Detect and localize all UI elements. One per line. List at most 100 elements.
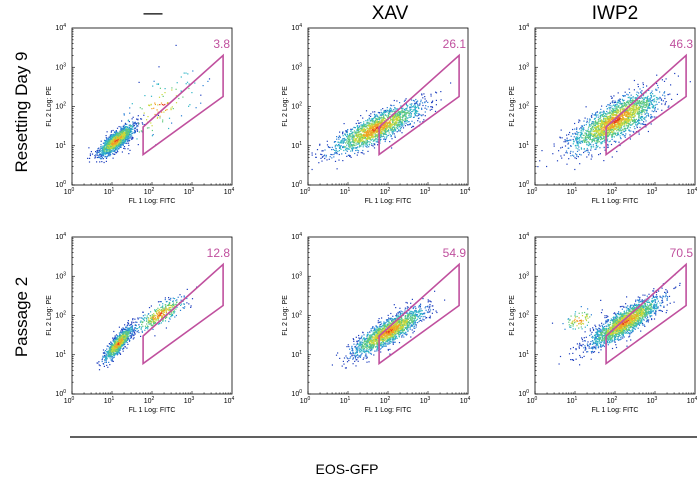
cell-scatter: [537, 72, 691, 171]
x-tick-label: 101: [104, 396, 115, 405]
x-tick-label: 100: [64, 187, 75, 196]
scatter-panel: 100 101 102 103 104 100 101 102 103 104 FL 1 Log: …: [282, 23, 471, 205]
x-tick-label: 103: [647, 396, 658, 405]
y-tick-label: 102: [55, 102, 66, 111]
y-tick-label: 101: [518, 350, 529, 359]
y-axis-label: FL 2 Log: PE: [509, 86, 516, 127]
column-label-control: —: [144, 3, 163, 24]
row-label-passage-2: Passage 2: [12, 277, 31, 357]
y-tick-label: 101: [291, 141, 302, 150]
x-tick-label: 104: [224, 396, 235, 405]
y-tick-label: 104: [291, 23, 302, 32]
x-tick-label: 102: [380, 396, 391, 405]
x-tick-label: 101: [340, 396, 351, 405]
y-axis-label: FL 2 Log: PE: [46, 86, 53, 127]
x-tick-label: 101: [340, 187, 351, 196]
gate-polygon: [605, 262, 687, 366]
x-tick-label: 101: [104, 187, 115, 196]
x-tick-label: 104: [460, 187, 471, 196]
scatter-panel: 100 101 102 103 104 100 101 102 103 104 FL 1 Log: …: [509, 23, 697, 205]
gate-polygon: [142, 262, 224, 366]
y-tick-label: 102: [518, 311, 529, 320]
x-tick-label: 103: [184, 187, 195, 196]
y-tick-label: 103: [55, 271, 66, 280]
y-tick-label: 102: [518, 102, 529, 111]
x-tick-label: 100: [300, 187, 311, 196]
scatter-panel: 100 101 102 103 104 100 101 102 103 104 FL 1 Log: …: [46, 23, 235, 205]
y-tick-label: 100: [518, 180, 529, 189]
y-axis-label: FL 2 Log: PE: [282, 295, 289, 336]
y-tick-label: 103: [55, 62, 66, 71]
y-tick-label: 102: [55, 311, 66, 320]
x-tick-label: 104: [224, 187, 235, 196]
x-tick-label: 100: [527, 396, 538, 405]
x-axis-label: FL 1 Log: FITC: [129, 407, 176, 414]
x-tick-label: 103: [420, 187, 431, 196]
gate-percent: 46.3: [670, 37, 694, 51]
x-axis-label: FL 1 Log: FITC: [365, 407, 412, 414]
x-tick-label: 103: [647, 187, 658, 196]
gate-percent: 3.8: [213, 37, 230, 51]
x-axis-label: FL 1 Log: FITC: [129, 198, 176, 205]
y-tick-label: 104: [55, 23, 66, 32]
y-tick-label: 103: [518, 62, 529, 71]
y-tick-label: 102: [291, 311, 302, 320]
cell-scatter: [96, 286, 198, 371]
x-tick-label: 104: [687, 187, 697, 196]
y-axis-label: FL 2 Log: PE: [509, 295, 516, 336]
x-tick-label: 103: [420, 396, 431, 405]
y-tick-label: 102: [291, 102, 302, 111]
y-axis-label: FL 2 Log: PE: [46, 295, 53, 336]
gate-percent: 70.5: [670, 246, 694, 260]
x-axis-label: FL 1 Log: FITC: [365, 198, 412, 205]
y-tick-label: 100: [291, 389, 302, 398]
shared-xlabel: EOS-GFP: [315, 461, 378, 477]
x-tick-label: 102: [607, 396, 618, 405]
y-tick-label: 100: [518, 389, 529, 398]
x-tick-label: 102: [144, 396, 155, 405]
y-tick-label: 100: [55, 389, 66, 398]
figure-labels: — XAV IWP2 Resetting Day 9 Passage 2 EOS…: [12, 3, 697, 477]
x-tick-label: 100: [527, 187, 538, 196]
x-axis-label: FL 1 Log: FITC: [592, 198, 639, 205]
x-tick-label: 104: [687, 396, 697, 405]
gate-polygon: [142, 53, 224, 157]
y-tick-label: 104: [518, 232, 529, 241]
y-tick-label: 103: [518, 271, 529, 280]
panels-layer: 100 101 102 103 104 100 101 102 103 104 FL 1 Log: …: [46, 23, 697, 414]
y-tick-label: 104: [291, 232, 302, 241]
y-tick-label: 100: [55, 180, 66, 189]
column-label-xav: XAV: [372, 3, 409, 24]
y-tick-label: 104: [55, 232, 66, 241]
cell-scatter: [311, 82, 452, 171]
scatter-panel: 100 101 102 103 104 100 101 102 103 104 FL 1 Log: …: [282, 232, 471, 414]
x-tick-label: 102: [380, 187, 391, 196]
gate-polygon: [378, 262, 460, 366]
y-tick-label: 101: [55, 350, 66, 359]
scatter-panel: 100 101 102 103 104 100 101 102 103 104 FL 1 Log: …: [509, 232, 697, 414]
x-tick-label: 101: [567, 396, 578, 405]
gate-polygon: [378, 53, 460, 157]
gate-percent: 54.9: [443, 246, 467, 260]
scatter-panel: 100 101 102 103 104 100 101 102 103 104 FL 1 Log: …: [46, 232, 235, 414]
column-label-iwp2: IWP2: [592, 3, 638, 24]
y-tick-label: 103: [291, 271, 302, 280]
gate-percent: 26.1: [443, 37, 467, 51]
x-tick-label: 101: [567, 187, 578, 196]
x-tick-label: 103: [184, 396, 195, 405]
y-tick-label: 101: [291, 350, 302, 359]
x-tick-label: 100: [64, 396, 75, 405]
x-tick-label: 100: [300, 396, 311, 405]
cell-scatter: [87, 44, 211, 164]
gate-polygon: [605, 53, 687, 157]
y-axis-label: FL 2 Log: PE: [282, 86, 289, 127]
x-tick-label: 102: [607, 187, 618, 196]
y-tick-label: 104: [518, 23, 529, 32]
gate-percent: 12.8: [207, 246, 231, 260]
cell-scatter: [551, 274, 681, 366]
y-tick-label: 100: [291, 180, 302, 189]
x-axis-label: FL 1 Log: FITC: [592, 407, 639, 414]
y-tick-label: 101: [55, 141, 66, 150]
row-label-resetting-day-9: Resetting Day 9: [12, 52, 31, 173]
